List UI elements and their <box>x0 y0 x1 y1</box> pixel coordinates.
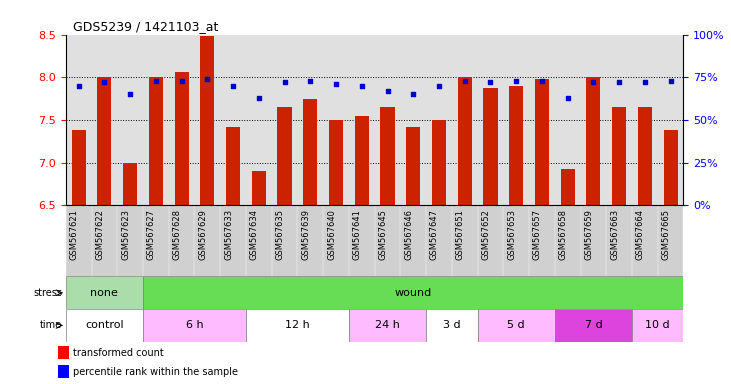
Bar <box>58 346 69 359</box>
Text: GSM567639: GSM567639 <box>301 209 310 260</box>
Text: GSM567634: GSM567634 <box>250 209 259 260</box>
Bar <box>612 107 626 205</box>
Point <box>150 78 162 84</box>
Bar <box>226 127 240 205</box>
Bar <box>251 171 266 205</box>
Text: 12 h: 12 h <box>285 320 310 331</box>
Bar <box>58 365 69 378</box>
Text: 3 d: 3 d <box>443 320 461 331</box>
Point <box>99 79 110 86</box>
Bar <box>66 276 143 309</box>
Text: 6 h: 6 h <box>186 320 203 331</box>
Bar <box>355 116 369 205</box>
Bar <box>143 276 683 309</box>
Text: none: none <box>91 288 118 298</box>
Bar <box>638 107 652 205</box>
Bar <box>303 99 317 205</box>
Bar <box>555 309 632 342</box>
Bar <box>143 309 246 342</box>
Text: 10 d: 10 d <box>645 320 670 331</box>
Text: GSM567658: GSM567658 <box>558 209 568 260</box>
Point <box>382 88 393 94</box>
Text: GSM567629: GSM567629 <box>198 209 208 260</box>
Bar <box>483 88 498 205</box>
Point <box>124 91 136 98</box>
Point <box>459 78 471 84</box>
Bar <box>406 127 420 205</box>
Point <box>279 79 290 86</box>
Text: GSM567657: GSM567657 <box>533 209 542 260</box>
Text: GSM567627: GSM567627 <box>147 209 156 260</box>
Text: control: control <box>85 320 124 331</box>
Text: GSM567646: GSM567646 <box>404 209 413 260</box>
Point <box>613 79 625 86</box>
Bar <box>426 309 477 342</box>
Bar <box>329 120 343 205</box>
Text: GSM567633: GSM567633 <box>224 209 233 260</box>
Text: time: time <box>40 320 62 331</box>
Bar <box>509 86 523 205</box>
Point <box>304 78 316 84</box>
Bar <box>278 107 292 205</box>
Point <box>536 78 548 84</box>
Text: GSM567640: GSM567640 <box>327 209 336 260</box>
Text: GSM567635: GSM567635 <box>276 209 284 260</box>
Text: 7 d: 7 d <box>585 320 602 331</box>
Text: transformed count: transformed count <box>73 348 164 358</box>
Point <box>73 83 85 89</box>
Text: GSM567621: GSM567621 <box>69 209 79 260</box>
Point <box>202 76 213 82</box>
Bar <box>458 77 471 205</box>
Text: 24 h: 24 h <box>375 320 400 331</box>
Text: GSM567651: GSM567651 <box>455 209 465 260</box>
Bar <box>380 107 395 205</box>
Text: stress: stress <box>33 288 62 298</box>
Text: GSM567652: GSM567652 <box>482 209 491 260</box>
Bar <box>477 309 555 342</box>
Point <box>485 79 496 86</box>
Bar <box>432 120 446 205</box>
Text: GSM567641: GSM567641 <box>353 209 362 260</box>
Bar <box>66 309 143 342</box>
Point <box>356 83 368 89</box>
Point <box>588 79 599 86</box>
Point <box>639 79 651 86</box>
Bar <box>123 163 137 205</box>
Point <box>175 78 187 84</box>
Point <box>664 78 676 84</box>
Point <box>562 95 574 101</box>
Text: GSM567659: GSM567659 <box>584 209 594 260</box>
Point <box>227 83 239 89</box>
Text: GSM567645: GSM567645 <box>379 209 387 260</box>
Text: GSM567663: GSM567663 <box>610 209 619 260</box>
Bar <box>632 309 683 342</box>
Bar <box>149 77 163 205</box>
Point <box>510 78 522 84</box>
Bar <box>561 169 575 205</box>
Text: wound: wound <box>395 288 432 298</box>
Text: 5 d: 5 d <box>507 320 525 331</box>
Bar <box>246 309 349 342</box>
Text: GSM567647: GSM567647 <box>430 209 439 260</box>
Bar <box>200 36 214 205</box>
Text: GSM567653: GSM567653 <box>507 209 516 260</box>
Bar <box>97 77 111 205</box>
Text: GDS5239 / 1421103_at: GDS5239 / 1421103_at <box>73 20 219 33</box>
Text: GSM567664: GSM567664 <box>636 209 645 260</box>
Point <box>433 83 445 89</box>
Text: GSM567622: GSM567622 <box>96 209 105 260</box>
Bar <box>664 130 678 205</box>
Text: percentile rank within the sample: percentile rank within the sample <box>73 367 238 377</box>
Text: GSM567623: GSM567623 <box>121 209 130 260</box>
Text: GSM567628: GSM567628 <box>173 209 181 260</box>
Bar <box>535 79 549 205</box>
Point <box>330 81 342 87</box>
Point <box>407 91 419 98</box>
Bar <box>586 77 600 205</box>
Bar <box>349 309 426 342</box>
Bar <box>72 130 86 205</box>
Text: GSM567665: GSM567665 <box>662 209 670 260</box>
Bar <box>175 72 189 205</box>
Point <box>253 95 265 101</box>
